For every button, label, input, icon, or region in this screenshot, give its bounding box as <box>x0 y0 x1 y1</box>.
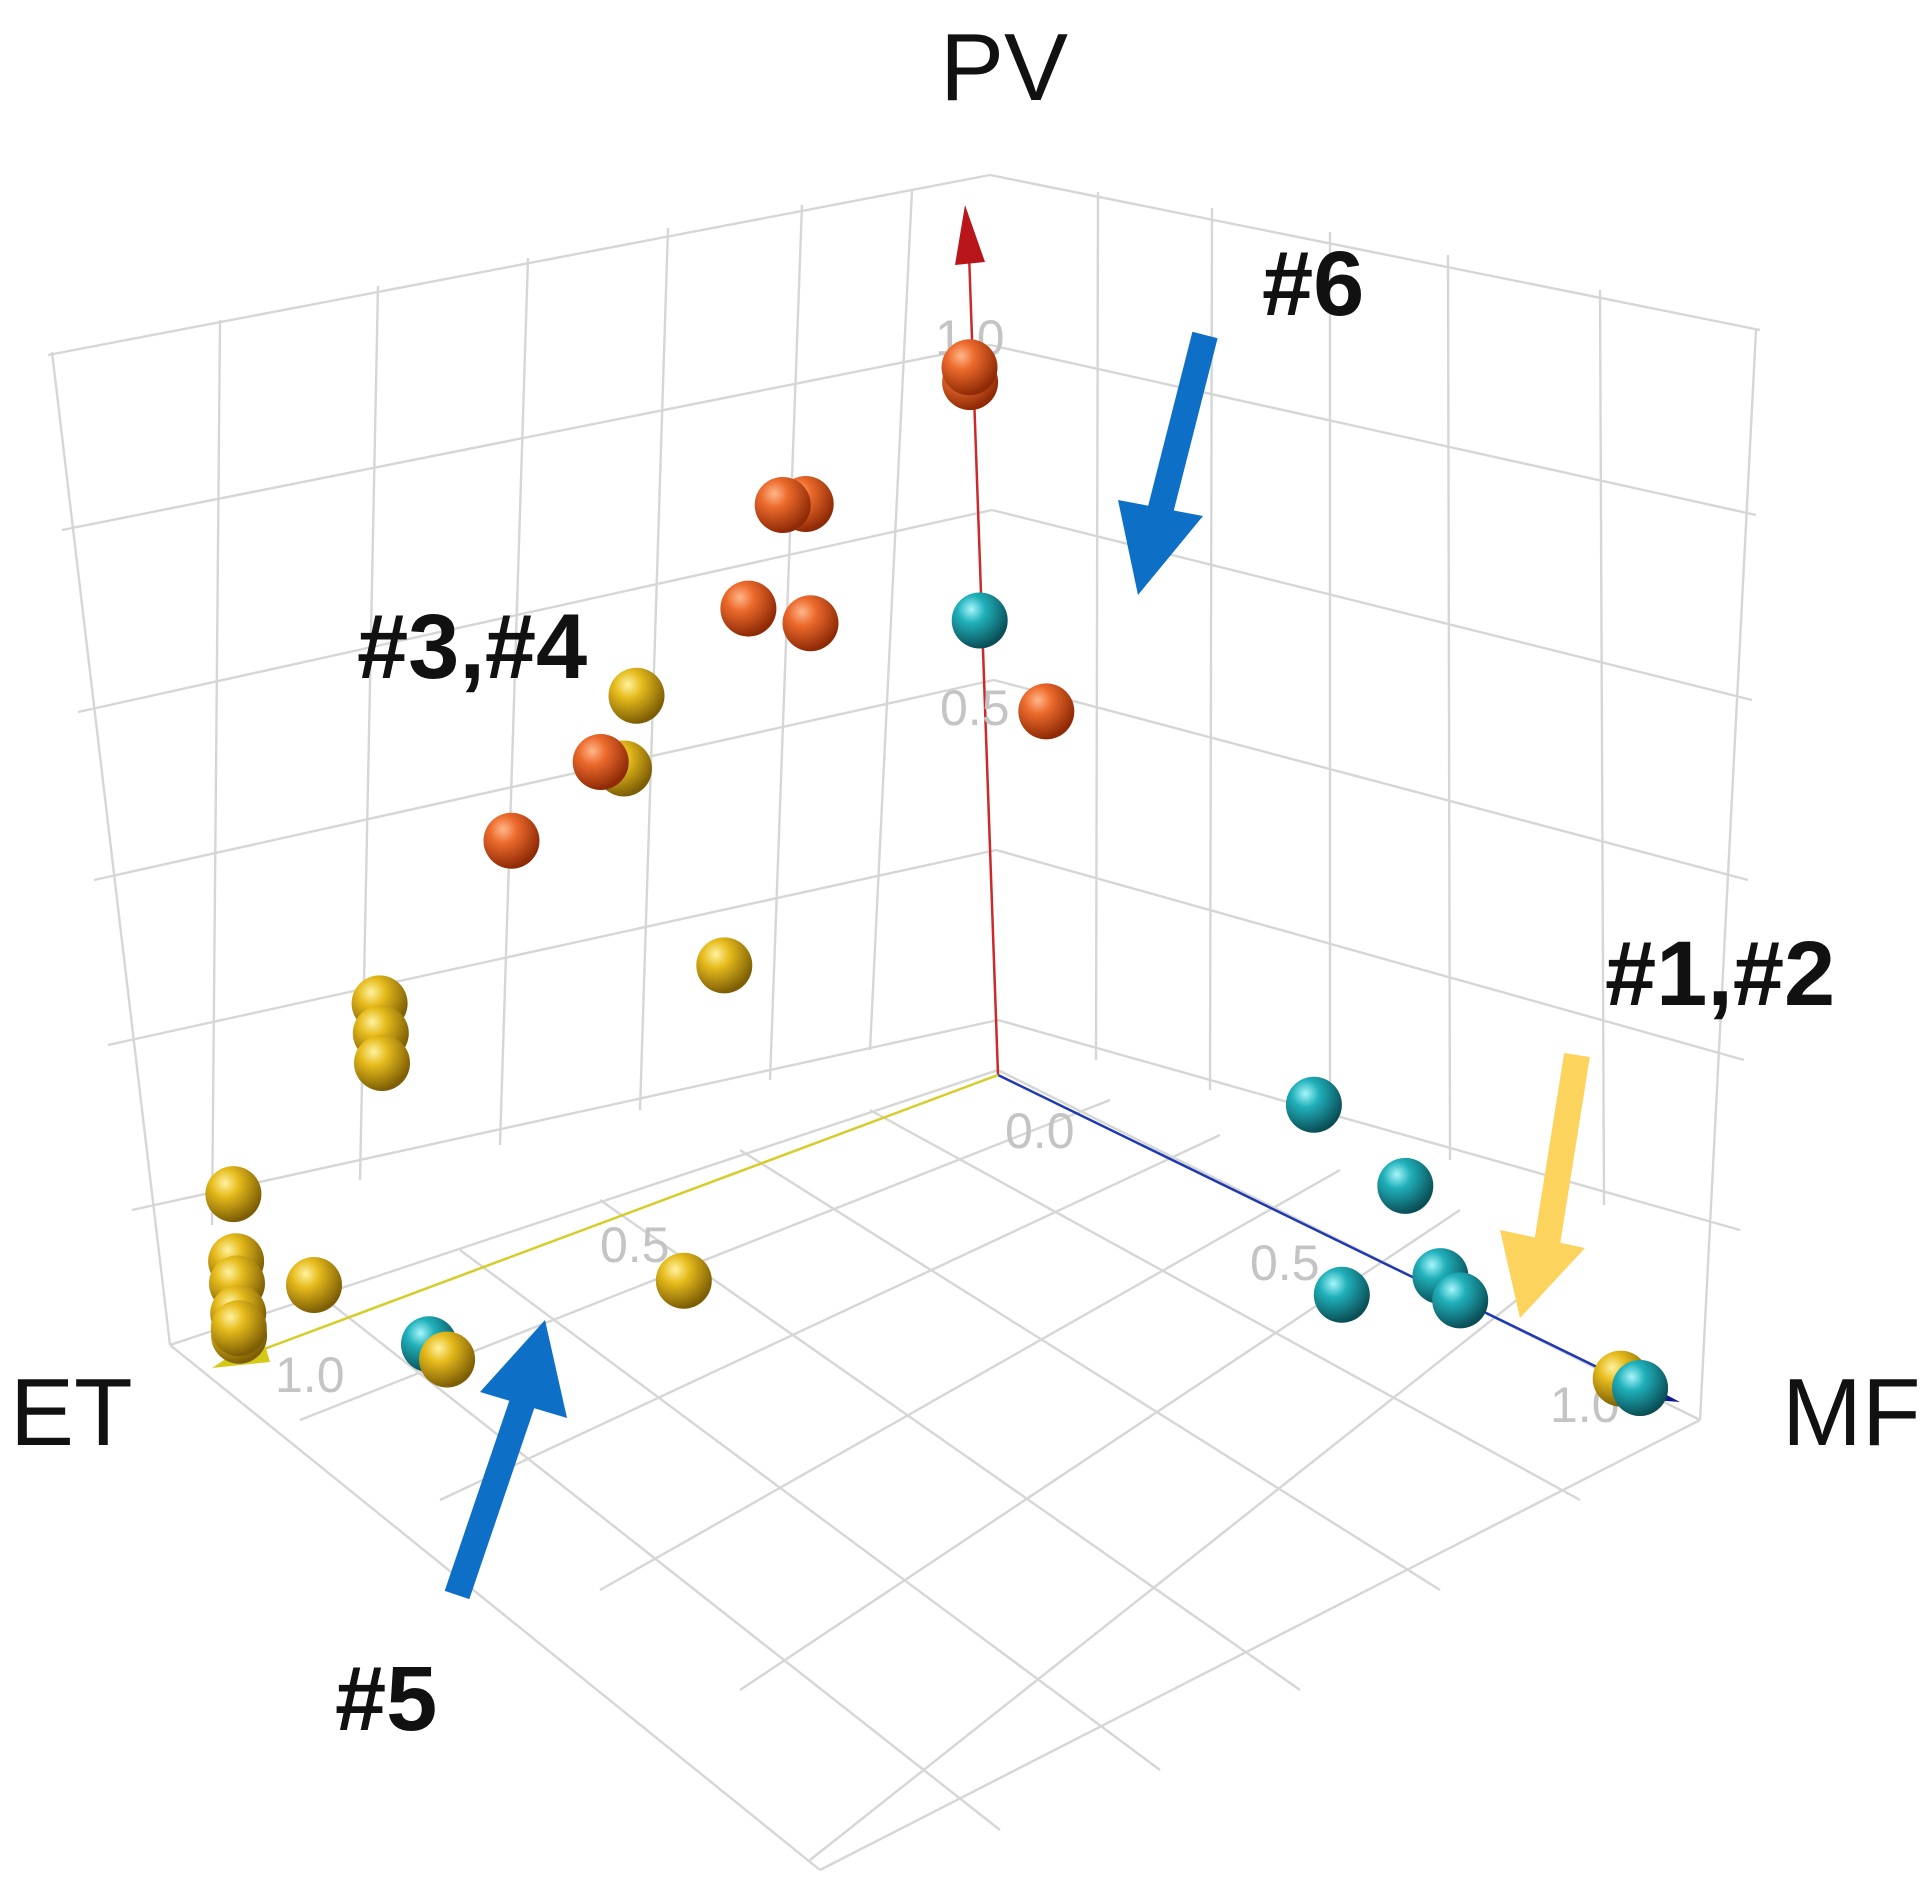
annotation-arrows <box>444 331 1590 1600</box>
arrow-to-1-2 <box>1500 1052 1590 1318</box>
grid <box>47 173 1761 1872</box>
data-points <box>205 339 1668 1416</box>
data-point-orange-6 <box>1018 683 1075 740</box>
mf-axis-line <box>997 1073 1641 1390</box>
pv-tick-0-5: 0.5 <box>940 680 1010 736</box>
data-point-yellow-14 <box>655 1252 712 1309</box>
data-point-orange-3 <box>754 477 811 533</box>
data-point-teal-5 <box>1313 1266 1370 1323</box>
data-point-orange-1 <box>941 339 998 396</box>
data-point-yellow-6 <box>205 1166 262 1223</box>
right-wall-grid <box>989 173 1761 1421</box>
annotation-6: #6 <box>1262 233 1364 335</box>
et-axis-line <box>239 1073 999 1360</box>
data-point-yellow-0 <box>608 667 665 724</box>
floor-grid <box>169 1068 1701 1872</box>
data-point-yellow-11 <box>210 1300 267 1357</box>
left-wall-grid <box>47 173 999 1346</box>
data-point-yellow-13 <box>419 1331 476 1388</box>
annotation-1-2: #1,#2 <box>1605 923 1835 1025</box>
data-point-yellow-5 <box>354 1035 410 1091</box>
data-point-orange-7 <box>572 734 629 790</box>
data-point-yellow-2 <box>696 937 753 994</box>
data-point-teal-0 <box>951 592 1008 649</box>
mf-tick-0-5: 0.5 <box>1250 1235 1320 1291</box>
et-tick-1-0: 1.0 <box>275 1347 345 1403</box>
arrow-to-5 <box>444 1320 567 1600</box>
data-point-teal-1 <box>1285 1076 1342 1133</box>
arrow-to-6 <box>1118 331 1218 595</box>
data-point-yellow-12 <box>286 1257 342 1313</box>
annotation-5: #5 <box>335 1648 437 1750</box>
pv-axis-arrowhead <box>955 205 985 265</box>
data-point-teal-4 <box>1432 1272 1489 1329</box>
mf-tick-0-0: 0.0 <box>1005 1103 1075 1159</box>
et-tick-0-5: 0.5 <box>600 1217 670 1273</box>
data-point-teal-6 <box>1612 1360 1668 1416</box>
et-axis-label: ET <box>10 1359 133 1466</box>
data-point-orange-5 <box>782 595 839 652</box>
data-point-orange-4 <box>720 580 777 637</box>
data-point-orange-8 <box>483 812 540 869</box>
mf-axis-label: MF <box>1782 1359 1921 1466</box>
annotation-3-4: #3,#4 <box>357 596 587 698</box>
data-point-teal-2 <box>1377 1157 1434 1214</box>
pv-axis-label: PV <box>940 14 1068 121</box>
